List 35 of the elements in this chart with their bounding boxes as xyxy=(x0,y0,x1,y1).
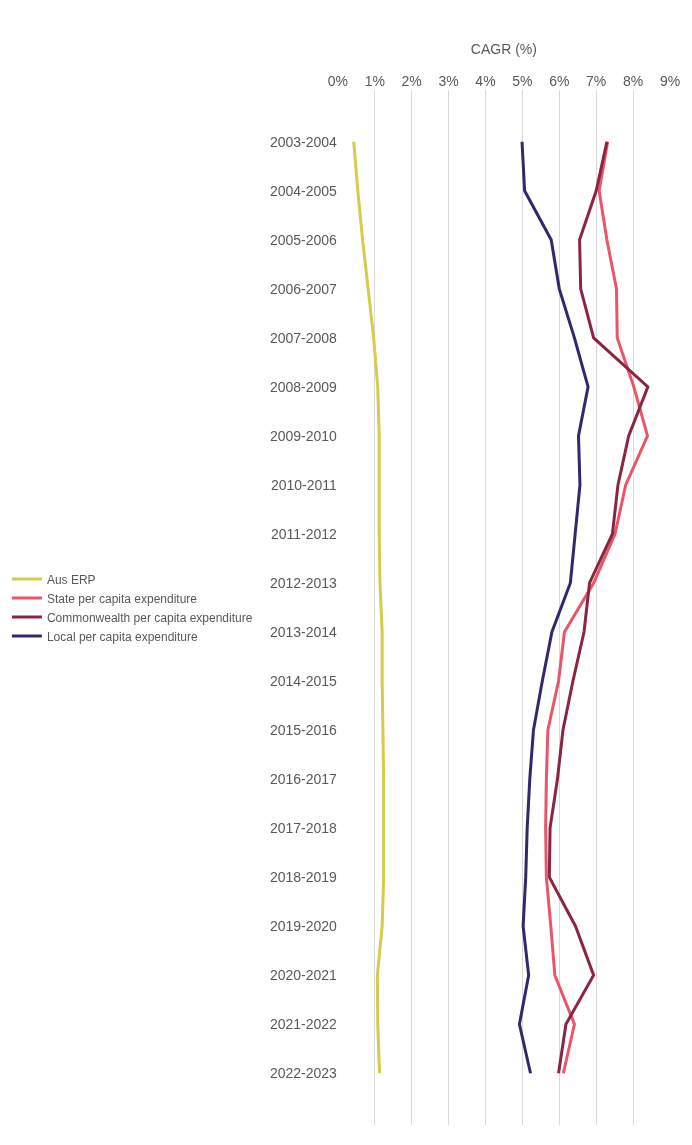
y-tick-label: 2015-2016 xyxy=(269,721,338,738)
y-tick-label: 2004-2005 xyxy=(269,182,338,199)
y-tick-label: 2014-2015 xyxy=(269,672,338,689)
x-tick-label: 3% xyxy=(438,73,459,90)
x-tick-label: 8% xyxy=(622,73,644,90)
y-tick-label: 2016-2017 xyxy=(269,770,338,787)
y-tick-label: 2006-2007 xyxy=(269,280,338,297)
y-tick-label: 2013-2014 xyxy=(269,623,338,640)
y-tick-label: 2005-2006 xyxy=(269,231,338,248)
x-tick-label: 7% xyxy=(586,73,607,90)
legend-label: State per capita expenditure xyxy=(46,591,198,606)
y-tick-label: 2017-2018 xyxy=(269,820,338,837)
y-tick-label: 2010-2011 xyxy=(270,476,338,493)
y-tick-label: 2003-2004 xyxy=(269,133,338,150)
x-tick-label: 5% xyxy=(512,73,533,90)
x-axis-title: CAGR (%) xyxy=(470,40,537,57)
y-tick-label: 2018-2019 xyxy=(269,869,338,886)
legend-label: Commonwealth per capita expenditure xyxy=(46,610,253,625)
x-tick-label: 4% xyxy=(475,73,496,90)
x-tick-label: 6% xyxy=(549,73,570,90)
y-tick-label: 2019-2020 xyxy=(269,918,338,935)
x-tick-label: 0% xyxy=(327,73,348,90)
y-tick-label: 2020-2021 xyxy=(269,967,338,984)
y-tick-label: 2021-2022 xyxy=(269,1016,338,1033)
legend-label: Local per capita expenditure xyxy=(46,629,199,644)
y-tick-label: 2022-2023 xyxy=(269,1065,338,1082)
y-tick-label: 2012-2013 xyxy=(269,574,338,591)
legend-label: Aus ERP xyxy=(46,572,96,587)
y-tick-label: 2007-2008 xyxy=(269,329,338,346)
y-tick-label: 2011-2012 xyxy=(270,525,338,542)
x-tick-label: 1% xyxy=(364,73,385,90)
x-tick-label: 2% xyxy=(401,73,422,90)
x-tick-label: 9% xyxy=(659,73,681,90)
y-tick-label: 2009-2010 xyxy=(269,427,338,444)
y-tick-label: 2008-2009 xyxy=(269,378,338,395)
